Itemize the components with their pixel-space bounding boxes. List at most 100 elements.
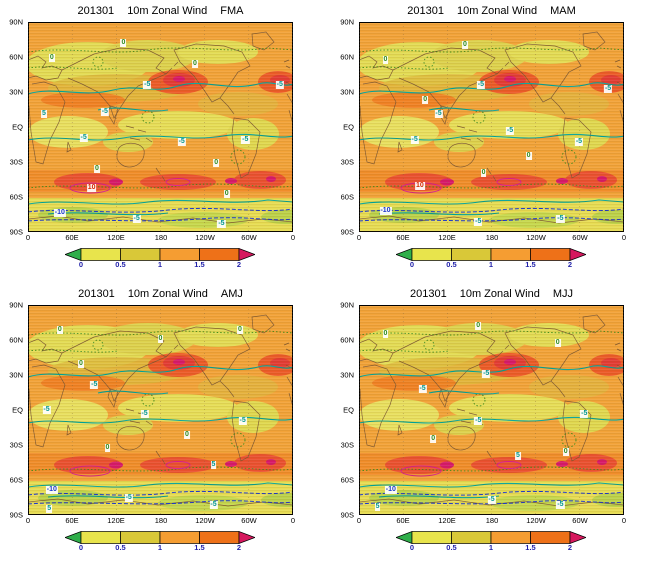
lon-tick-label: 120E xyxy=(438,233,456,242)
contour-label: 0 xyxy=(223,190,230,199)
lat-tick-label: 30N xyxy=(9,87,23,97)
lat-tick-label: 30N xyxy=(9,370,23,380)
lat-tick-label: 60N xyxy=(9,52,23,62)
contour-label: 0 xyxy=(184,431,190,440)
lat-tick-label: 90N xyxy=(9,17,23,27)
lon-tick-label: 180 xyxy=(485,516,499,525)
lon-tick-label: 120W xyxy=(195,516,215,525)
colorbar-segment xyxy=(490,531,531,544)
lat-tick-label: 30S xyxy=(340,157,354,167)
contour-label: -5 xyxy=(556,500,565,509)
contour-label: -5 xyxy=(487,496,496,505)
contour-label: 0 xyxy=(78,359,84,368)
contour-label: -5 xyxy=(505,127,515,136)
contour-label: -5 xyxy=(410,135,419,144)
contour-label: 0 xyxy=(120,39,127,47)
map-canvas: 0 0 -5 -5 0 -5 -5 -5 -5 0 0 10 -10 -5 -5 xyxy=(359,22,624,232)
contour-label: -10 xyxy=(379,207,392,215)
lat-tick-label: EQ xyxy=(12,405,23,415)
lat-tick-label: 30S xyxy=(9,440,23,450)
contour-label: -5 xyxy=(238,416,247,425)
lon-tick-label: 120W xyxy=(526,516,546,525)
lat-tick-label: 90S xyxy=(9,510,23,520)
title-variable: 10m Zonal Wind xyxy=(456,5,538,17)
colorbar-tick-label: 1.5 xyxy=(525,260,536,269)
contour-label: -5 xyxy=(177,137,186,146)
contour-label: -5 xyxy=(217,219,226,228)
colorbar: 0 0.5 1 1.5 2 xyxy=(395,247,587,272)
lat-tick-label: 60N xyxy=(340,335,354,345)
contour-label: 10 xyxy=(86,183,97,192)
colorbar-segment xyxy=(199,248,240,261)
panel-mjj: 201301 10m Zonal Wind MJJ 90N 60N 30N EQ 30S 60… xyxy=(331,283,662,566)
contour-label: -5 xyxy=(474,217,483,226)
colorbar-segment xyxy=(159,531,200,544)
lat-tick-label: EQ xyxy=(12,122,23,132)
x-axis-labels: 0 60E 120E 180 120W 60W 0 xyxy=(26,516,295,526)
colorbar-tick-label: 0 xyxy=(78,260,84,269)
colorbar-left-arrow xyxy=(64,530,82,545)
contour-label: -5 xyxy=(474,416,483,425)
colorbar-segment xyxy=(490,248,531,261)
contour-label: 0 xyxy=(237,326,243,335)
lon-tick-label: 60E xyxy=(65,233,79,242)
lat-tick-label: 90S xyxy=(340,510,354,520)
colorbar-tick-label: 1 xyxy=(157,543,163,552)
lat-tick-label: 60S xyxy=(9,192,23,202)
y-axis-labels: 90N 60N 30N EQ 30S 60S 90S xyxy=(0,301,26,520)
contour-label: 5 xyxy=(210,460,217,469)
contour-label: -5 xyxy=(140,410,149,419)
lon-tick-label: 0 xyxy=(290,233,296,242)
panel-title: 201301 10m Zonal Wind MJJ xyxy=(359,288,624,300)
contour-label: 0 xyxy=(104,443,111,452)
colorbar-segment xyxy=(530,531,571,544)
colorbar-tick-label: 1 xyxy=(488,260,494,269)
lat-tick-label: 60N xyxy=(340,52,354,62)
lat-tick-label: 30N xyxy=(340,370,354,380)
contour-label: -5 xyxy=(42,406,51,414)
contour-label: -5 xyxy=(574,137,584,146)
title-season: AMJ xyxy=(220,288,243,300)
contour-label: -5 xyxy=(580,410,589,419)
contour-label: -10 xyxy=(53,209,66,218)
lat-tick-label: 60S xyxy=(9,475,23,485)
contour-label: 0 xyxy=(554,338,561,347)
colorbar-tick-label: 2 xyxy=(236,260,242,269)
lon-tick-label: 0 xyxy=(356,516,362,525)
colorbar-tick-label: 1.5 xyxy=(194,260,205,269)
panel-mam: 201301 10m Zonal Wind MAM 90N 60N 30N EQ 30S 60… xyxy=(331,0,662,283)
colorbar-segment xyxy=(411,248,452,261)
colorbar-segment xyxy=(451,531,492,544)
colorbar-segment xyxy=(530,248,571,261)
colorbar-tick-label: 1 xyxy=(488,543,494,552)
lat-tick-label: 30N xyxy=(340,87,354,97)
colorbar: 0 0.5 1 1.5 2 xyxy=(64,247,256,272)
lon-tick-label: 120E xyxy=(107,516,125,525)
lon-tick-label: 120W xyxy=(526,233,546,242)
contour-label: 0 xyxy=(480,169,487,178)
colorbar-right-arrow xyxy=(569,247,587,262)
colorbar-tick-label: 0.5 xyxy=(115,543,126,552)
colorbar-left-arrow xyxy=(395,530,413,545)
contour-label: 0 xyxy=(475,322,482,330)
colorbar-tick-label: 2 xyxy=(567,260,573,269)
colorbar-tick-label: 2 xyxy=(236,543,242,552)
lon-tick-label: 60W xyxy=(241,516,257,525)
colorbar-segment xyxy=(199,531,240,544)
contour-label: 5 xyxy=(515,452,521,461)
colorbar-gradient xyxy=(395,247,587,262)
contour-label: -5 xyxy=(79,133,88,142)
contour-label: -5 xyxy=(132,215,141,224)
lon-tick-label: 0 xyxy=(621,516,627,525)
lat-tick-label: EQ xyxy=(343,405,354,415)
contour-label: 0 xyxy=(525,152,532,161)
colorbar-right-arrow xyxy=(569,530,587,545)
lon-tick-label: 180 xyxy=(154,233,168,242)
lat-tick-label: 90N xyxy=(340,17,354,27)
panel-fma: 201301 10m Zonal Wind FMA 90N 60N 30N EQ 30S 60… xyxy=(0,0,331,283)
y-axis-labels: 90N 60N 30N EQ 30S 60S 90S xyxy=(0,18,26,237)
lon-tick-label: 120W xyxy=(195,233,215,242)
contour-label: -5 xyxy=(143,81,152,89)
colorbar-right-arrow xyxy=(238,530,256,545)
